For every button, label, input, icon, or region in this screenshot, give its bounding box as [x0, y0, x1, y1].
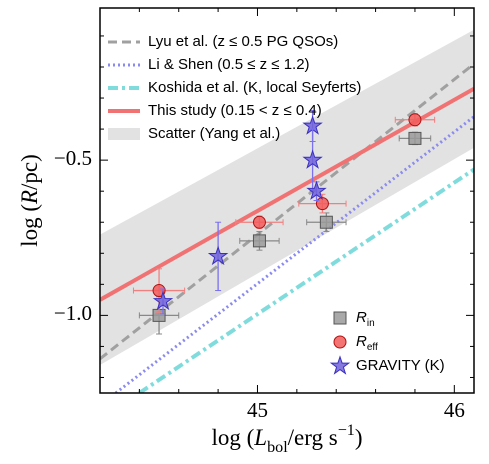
legend-name: R: [356, 309, 367, 326]
y-tick-label: −0.5: [54, 146, 92, 170]
label-part: /pc): [17, 154, 42, 190]
x-axis-label: log (Lbol/erg s−1): [211, 422, 362, 456]
star-marker: [152, 290, 174, 311]
scatter-band: [100, 29, 474, 366]
y-tick-label: −1.0: [54, 301, 92, 325]
square-marker: [319, 215, 333, 229]
relation-line: [138, 167, 474, 393]
square-marker: [408, 131, 422, 145]
square-marker: [252, 234, 266, 248]
legend-label: Li & Shen (0.5 ≤ z ≤ 1.2): [148, 56, 310, 73]
circle-marker: [252, 215, 266, 229]
legend-name: GRAVITY (K): [356, 357, 445, 374]
label-part: −1: [338, 422, 355, 439]
star-marker: [302, 149, 323, 169]
label-part: ): [355, 425, 363, 450]
relation-line: [114, 115, 474, 393]
legend-name: R: [356, 333, 367, 350]
legend-label: Lyu et al. (z ≤ 0.5 PG QSOs): [148, 33, 338, 50]
legend-label: Scatter (Yang et al.): [148, 125, 280, 142]
legend-subscript: in: [367, 318, 375, 329]
legend-label: Reff: [356, 333, 378, 353]
y-axis-label: log (R/pc): [17, 154, 42, 247]
label-part: L: [253, 425, 267, 450]
circle-marker: [408, 113, 422, 127]
label-part: log (: [17, 204, 42, 247]
legend-label: GRAVITY (K): [356, 357, 445, 374]
star-marker: [207, 245, 229, 266]
x-tick-label: 45: [247, 398, 268, 422]
label-part: /erg s: [288, 425, 338, 450]
circle-marker: [333, 335, 347, 349]
x-tick-label: 46: [444, 398, 465, 422]
legend-label: Rin: [356, 309, 375, 329]
relation-line: [100, 62, 474, 361]
label-part: R: [17, 190, 42, 205]
square-marker: [333, 311, 347, 325]
label-part: log (: [211, 425, 254, 450]
star-marker: [329, 355, 351, 375]
plot-frame: [99, 7, 475, 394]
legend-subscript: eff: [367, 342, 378, 353]
plot-area: [100, 29, 474, 393]
label-part: bol: [267, 439, 288, 456]
star-marker: [306, 180, 327, 200]
legend-label: Koshida et al. (K, local Seyferts): [148, 79, 361, 96]
legend-band: [108, 128, 140, 140]
legend-label: This study (0.15 < z ≤ 0.4): [148, 102, 322, 119]
